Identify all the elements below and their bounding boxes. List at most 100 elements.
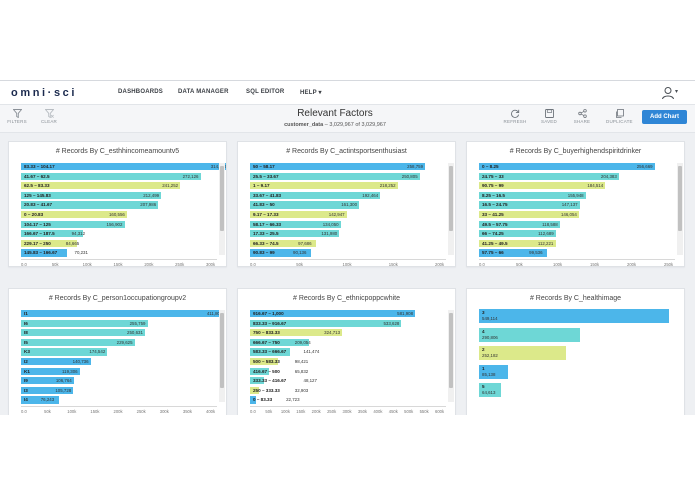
bar[interactable] xyxy=(250,201,360,209)
bar[interactable] xyxy=(250,211,347,219)
chart-card[interactable]: # Records By C_person1occupationgroupv2 I… xyxy=(8,288,227,415)
bar[interactable] xyxy=(479,163,655,171)
bar[interactable] xyxy=(479,346,567,360)
bar[interactable] xyxy=(250,172,420,180)
bar-value: 252,182 xyxy=(482,353,498,358)
scrollbar-thumb[interactable] xyxy=(449,313,453,388)
bar[interactable] xyxy=(250,367,269,375)
bar[interactable] xyxy=(250,182,398,190)
scrollbar-thumb[interactable] xyxy=(449,166,453,231)
bar[interactable] xyxy=(21,319,148,327)
bar[interactable] xyxy=(250,396,257,404)
nav-sql-editor[interactable]: SQL EDITOR xyxy=(246,89,285,95)
bar[interactable] xyxy=(21,191,162,199)
bar[interactable] xyxy=(250,319,402,327)
bar[interactable] xyxy=(21,377,74,385)
bar[interactable] xyxy=(250,329,343,337)
chart-scrollbar[interactable] xyxy=(219,163,225,255)
bar[interactable] xyxy=(479,239,556,247)
bar[interactable] xyxy=(21,386,74,394)
bar[interactable] xyxy=(21,182,181,190)
bar[interactable] xyxy=(479,220,561,228)
bar[interactable] xyxy=(21,239,77,247)
bar[interactable] xyxy=(21,329,146,337)
bar-value: 290,806 xyxy=(482,334,498,340)
bar[interactable] xyxy=(479,383,502,397)
bar[interactable] xyxy=(250,310,416,318)
bar[interactable] xyxy=(21,396,59,404)
chart-card[interactable]: # Records By C_ethnicpoppcwhite 916.67 – … xyxy=(237,288,456,415)
x-axis-line xyxy=(21,259,217,260)
bar[interactable] xyxy=(250,249,311,257)
scrollbar-thumb[interactable] xyxy=(220,313,224,388)
chart-card[interactable]: # Records By C_buyerhighendspiritdrinker… xyxy=(466,141,685,267)
bar[interactable] xyxy=(479,172,619,180)
chart-scrollbar[interactable] xyxy=(448,163,454,255)
bar[interactable] xyxy=(21,367,81,375)
duplicate-button[interactable]: DUPLICATE xyxy=(606,109,633,124)
bar[interactable] xyxy=(21,249,68,257)
bar[interactable] xyxy=(250,358,278,366)
nav-data-manager[interactable]: DATA MANAGER xyxy=(178,89,229,95)
bar-value: 85,138 xyxy=(482,371,496,377)
chart-card[interactable]: # Records By C_actintsportsenthusiast 50 … xyxy=(237,141,456,267)
bar-label: 17.33 – 25.5 xyxy=(253,231,279,237)
chart-card[interactable]: # Records By C_esthhincomeamountv5 83.33 … xyxy=(8,141,227,267)
bar-value: 324,713 xyxy=(324,330,341,336)
x-tick-label: 100k xyxy=(280,409,290,414)
bar[interactable] xyxy=(21,348,108,356)
bar[interactable] xyxy=(250,191,381,199)
bar[interactable] xyxy=(250,377,264,385)
scrollbar-thumb[interactable] xyxy=(678,166,682,231)
bar[interactable] xyxy=(250,338,310,346)
chart-scrollbar[interactable] xyxy=(677,163,683,255)
chart-scrollbar[interactable] xyxy=(448,310,454,402)
chart-card[interactable]: # Records By C_healthimage 3 549,114 4 290,8… xyxy=(466,288,685,415)
bar[interactable] xyxy=(250,239,317,247)
clear-filters-button[interactable]: CLEAR xyxy=(36,109,62,124)
x-axis-line xyxy=(250,406,446,407)
bar[interactable] xyxy=(479,230,557,238)
bar[interactable] xyxy=(250,220,341,228)
bar[interactable] xyxy=(250,348,291,356)
add-chart-button[interactable]: Add Chart xyxy=(642,110,687,124)
share-icon xyxy=(577,109,587,118)
bar[interactable] xyxy=(479,201,580,209)
bar[interactable] xyxy=(250,386,260,394)
bar[interactable] xyxy=(479,191,586,199)
bar[interactable] xyxy=(21,163,226,171)
bar[interactable] xyxy=(479,309,669,323)
bar[interactable] xyxy=(479,182,606,190)
bar[interactable] xyxy=(479,327,580,342)
save-button[interactable]: SAVED xyxy=(536,109,562,124)
chart-scrollbar[interactable] xyxy=(219,310,225,402)
bar[interactable] xyxy=(21,220,125,228)
share-button[interactable]: SHARE xyxy=(569,109,595,124)
bar[interactable] xyxy=(479,211,579,219)
bar[interactable] xyxy=(21,201,159,209)
bar[interactable] xyxy=(250,163,426,171)
bar-label: 20.83 – 41.67 xyxy=(24,202,53,208)
bar[interactable] xyxy=(479,364,509,379)
bar[interactable] xyxy=(21,358,91,366)
dashboard-title[interactable]: Relevant Factors xyxy=(297,108,373,119)
bar[interactable] xyxy=(21,230,84,238)
bar[interactable] xyxy=(21,338,135,346)
bar-value: 48,127 xyxy=(303,378,317,384)
x-tick-label: 300k xyxy=(206,262,216,267)
bar[interactable] xyxy=(479,249,548,257)
bar-value: 156,902 xyxy=(106,221,123,227)
nav-help[interactable]: HELP ▾ xyxy=(300,90,322,96)
bar[interactable] xyxy=(21,310,225,318)
bar-value: 141,474 xyxy=(303,349,320,355)
refresh-button[interactable]: REFRESH xyxy=(502,109,528,124)
filters-button[interactable]: FILTERS xyxy=(4,109,30,124)
user-menu[interactable]: ▾ xyxy=(661,86,681,100)
bar[interactable] xyxy=(21,172,201,180)
bar-value: 84,665 xyxy=(65,240,80,246)
bar[interactable] xyxy=(250,230,340,238)
scrollbar-thumb[interactable] xyxy=(220,166,224,231)
omnisci-logo[interactable]: omni·sci xyxy=(11,87,78,99)
bar[interactable] xyxy=(21,211,127,219)
nav-dashboards[interactable]: DASHBOARDS xyxy=(118,89,164,95)
